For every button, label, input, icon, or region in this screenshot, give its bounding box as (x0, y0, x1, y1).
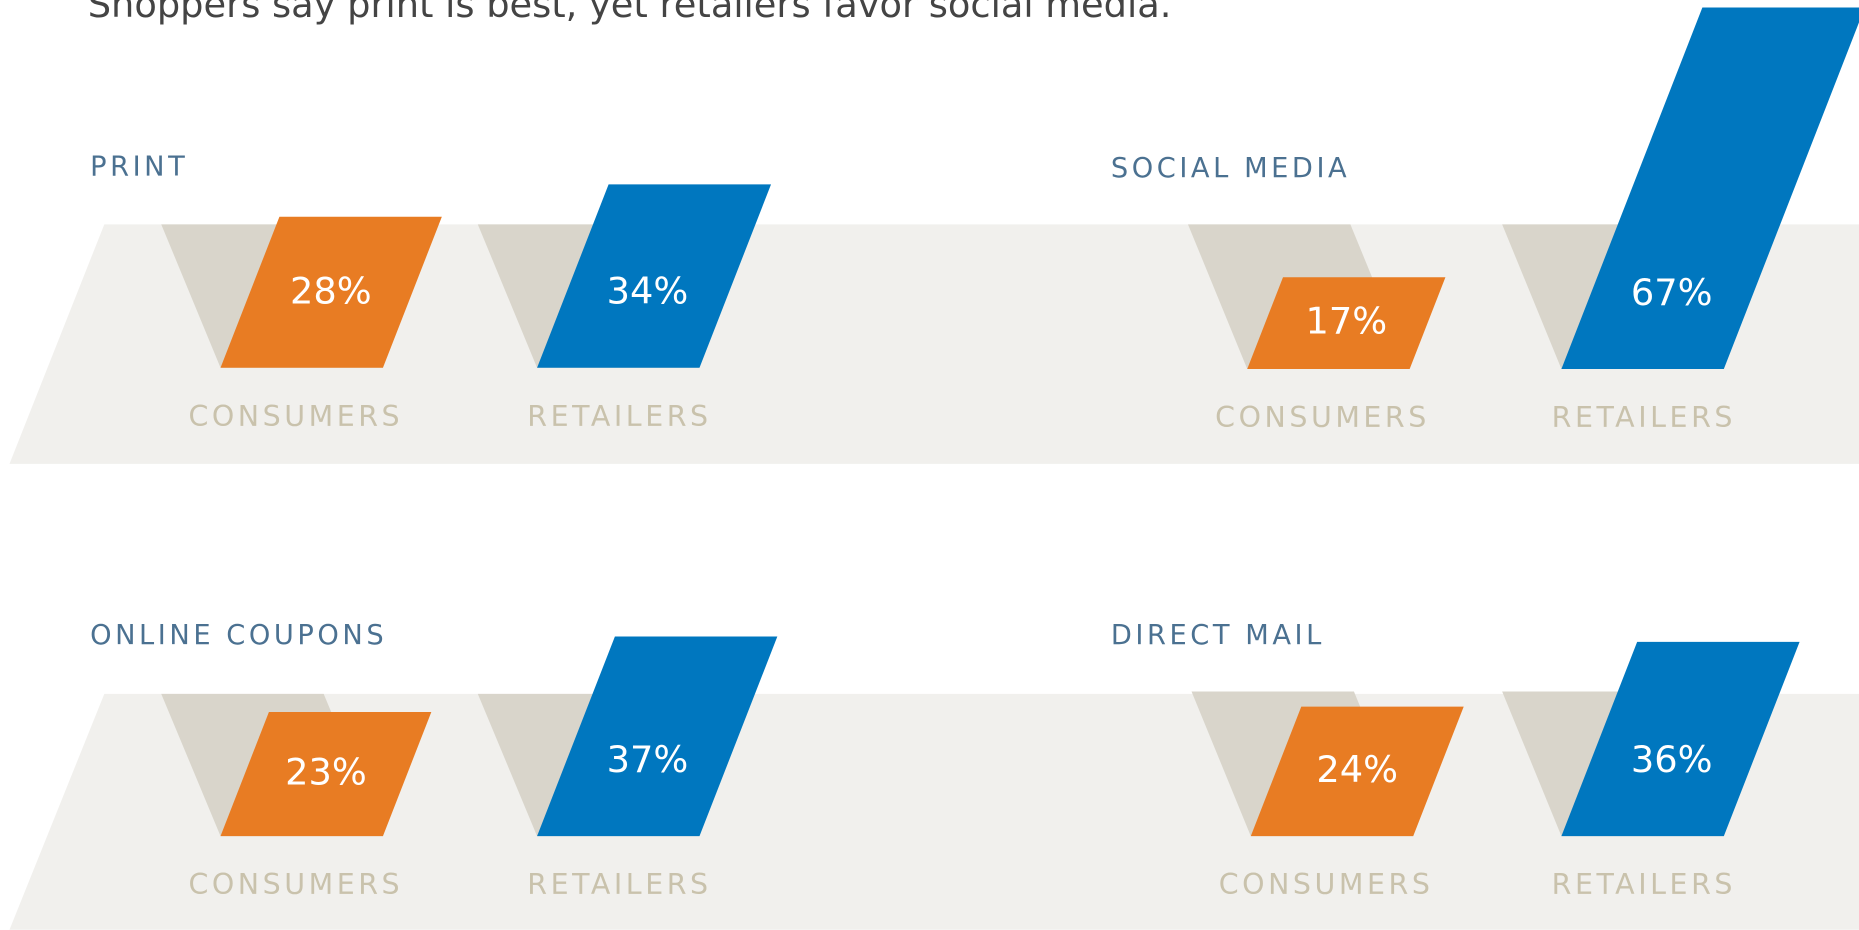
panel-title: SOCIAL MEDIA (1111, 153, 1350, 184)
value-label: 36% (1631, 738, 1713, 781)
bar (1247, 277, 1446, 369)
value-label: 23% (285, 751, 367, 794)
category-label: CONSUMERS (188, 400, 403, 433)
bar (1561, 7, 1859, 369)
category-label: RETAILERS (1552, 868, 1736, 901)
page-title: Shoppers say print is best, yet retailer… (88, 0, 1172, 26)
category-label: CONSUMERS (1219, 868, 1434, 901)
bar (1250, 706, 1464, 837)
bar (537, 184, 772, 368)
panel-title: DIRECT MAIL (1111, 620, 1325, 651)
bar (220, 216, 442, 368)
category-label: RETAILERS (527, 400, 711, 433)
value-label: 24% (1316, 748, 1398, 791)
value-label: 17% (1305, 300, 1387, 343)
bar (220, 712, 432, 837)
bar (537, 636, 778, 837)
category-label: CONSUMERS (188, 868, 403, 901)
category-label: RETAILERS (1552, 401, 1736, 434)
value-label: 37% (607, 738, 689, 781)
value-label: 67% (1631, 271, 1713, 314)
bar (1561, 641, 1800, 837)
category-label: CONSUMERS (1215, 401, 1430, 434)
value-label: 28% (290, 270, 372, 313)
value-label: 34% (607, 270, 689, 313)
panel-title: ONLINE COUPONS (90, 620, 387, 651)
panel-title: PRINT (90, 152, 188, 183)
category-label: RETAILERS (527, 868, 711, 901)
